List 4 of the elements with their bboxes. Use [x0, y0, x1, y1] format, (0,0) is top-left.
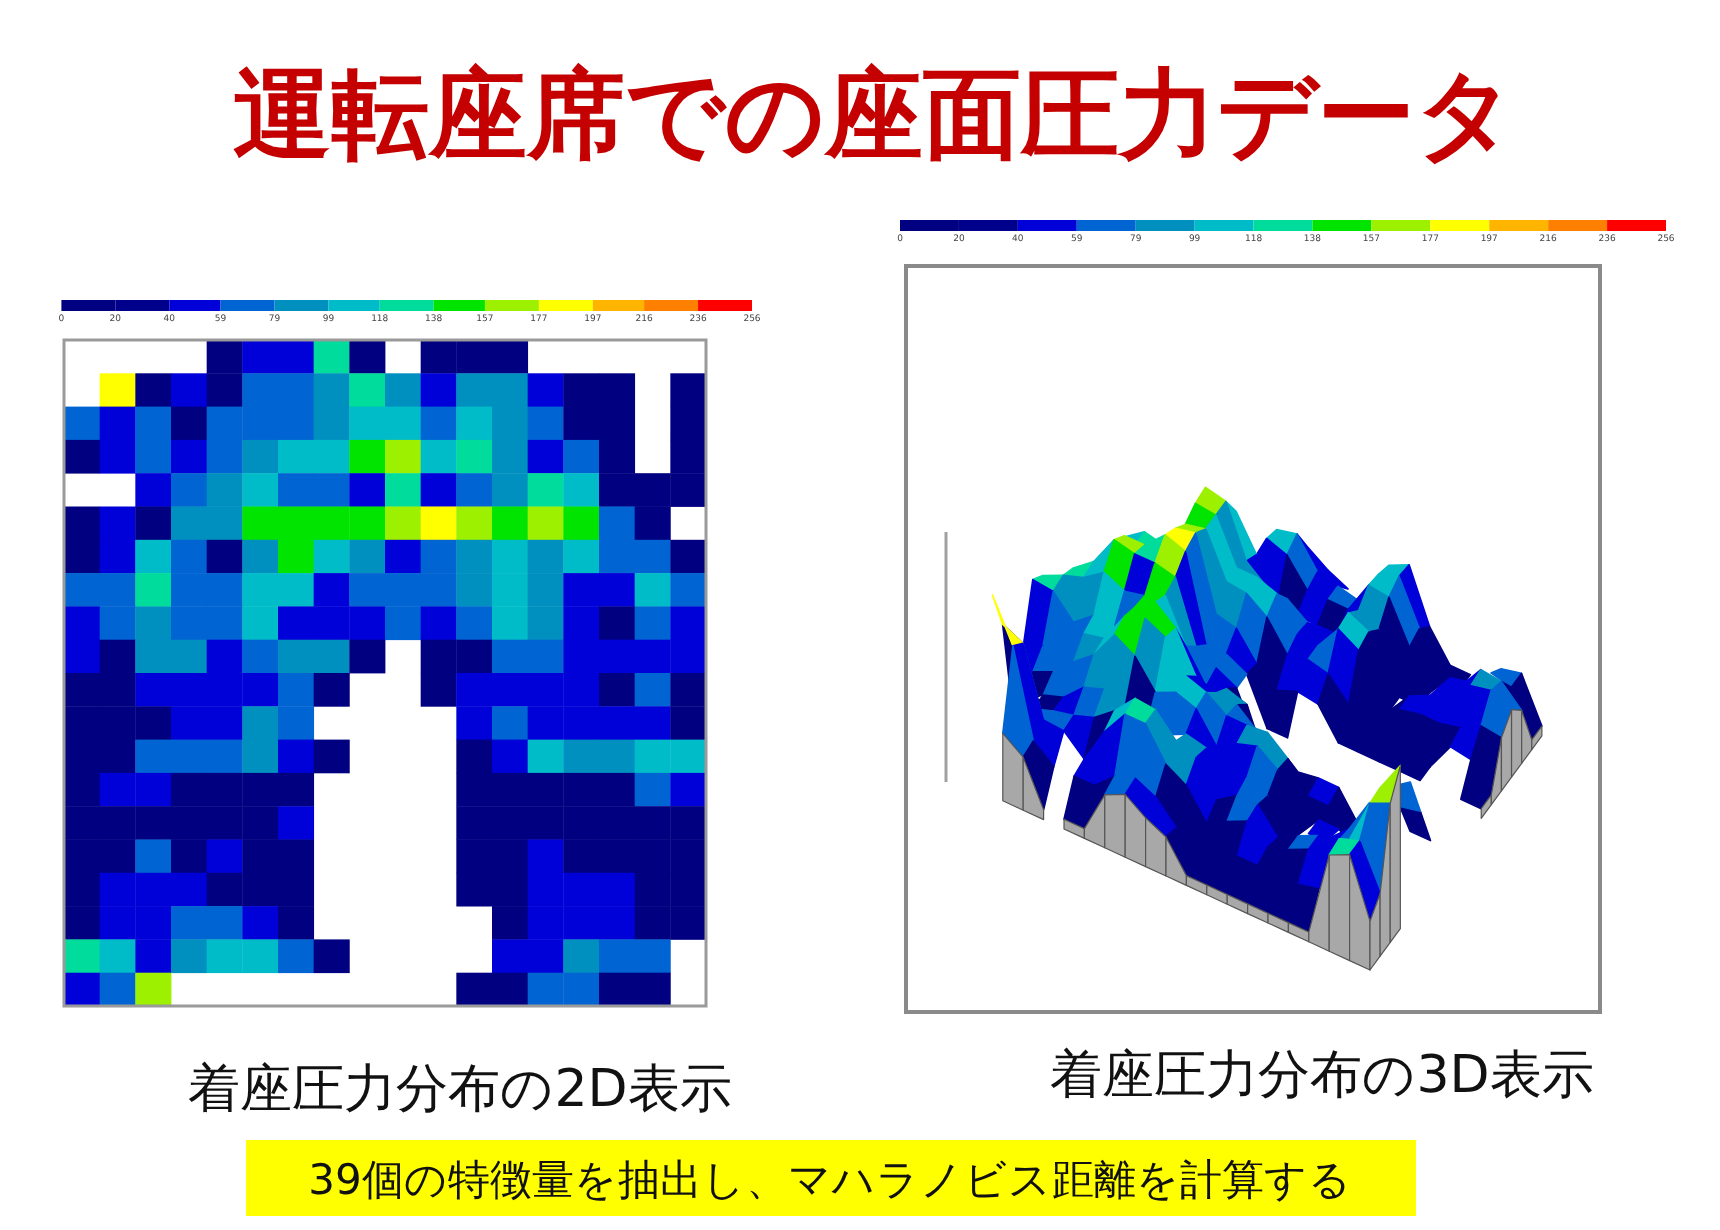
chart-title: 運転座席での座面圧力データ	[233, 58, 1515, 172]
x-axis-title: 着座圧力分布の2D表示	[188, 1060, 732, 1120]
text: 39個の特徴量を抽出し、マハラノビス距離を計算する	[308, 1156, 1352, 1204]
text: 着座圧力分布の3D表示	[1050, 1046, 1594, 1106]
